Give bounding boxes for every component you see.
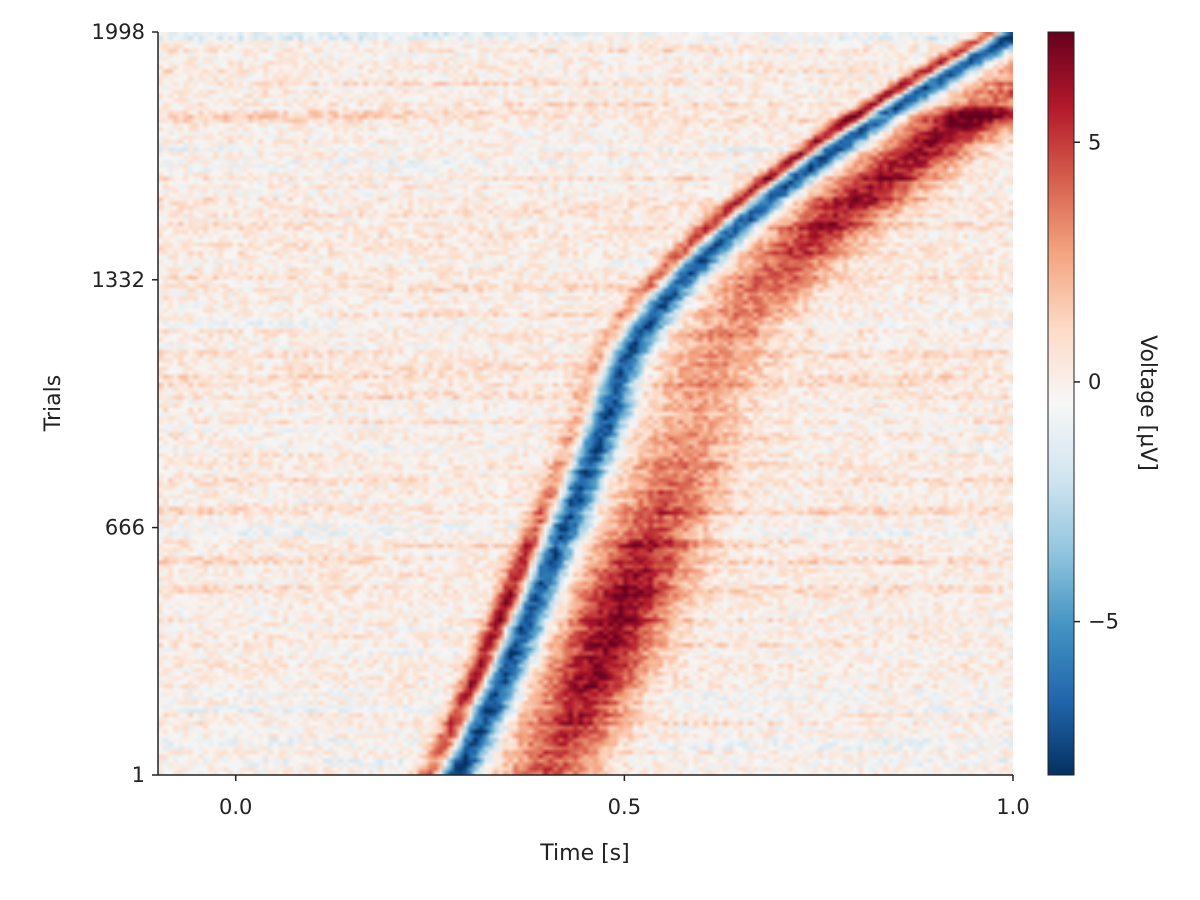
x-axis-label: Time [s] bbox=[539, 841, 629, 866]
x-tick-label: 1.0 bbox=[996, 795, 1029, 819]
colorbar-gradient bbox=[1047, 31, 1075, 776]
colorbar: 5 0 −5 Voltage [µV] bbox=[1047, 31, 1160, 776]
y-tick-label: 1 bbox=[132, 763, 145, 787]
colorbar-tick-label: 0 bbox=[1088, 370, 1101, 394]
y-tick-label: 1998 bbox=[92, 20, 145, 44]
colorbar-tick-label: 5 bbox=[1088, 130, 1101, 154]
colorbar-label: Voltage [µV] bbox=[1135, 335, 1160, 471]
x-tick-label: 0.0 bbox=[219, 795, 252, 819]
y-axis-label: Trials bbox=[41, 375, 66, 432]
y-tick-label: 666 bbox=[105, 516, 145, 540]
trial-voltage-heatmap bbox=[158, 32, 1013, 775]
y-tick-label: 1332 bbox=[92, 268, 145, 292]
colorbar-tick-label: −5 bbox=[1088, 610, 1119, 634]
colorbar-ticks: 5 0 −5 bbox=[1074, 130, 1119, 634]
x-tick-label: 0.5 bbox=[608, 795, 641, 819]
heatmap-area bbox=[158, 32, 1013, 775]
x-axis-ticks: 0.0 0.5 1.0 bbox=[219, 775, 1030, 819]
y-axis-ticks: 1 666 1332 1998 bbox=[92, 20, 158, 787]
